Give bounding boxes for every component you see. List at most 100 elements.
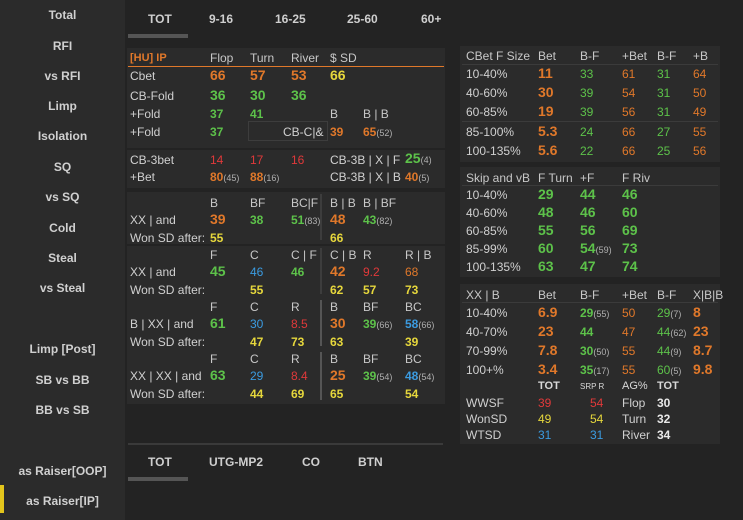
cbfs-r2-pb: 49 (693, 105, 707, 119)
s1-w3: 66 (330, 231, 344, 245)
cbfs-r0-bf2: 31 (657, 67, 671, 81)
cbet-turn: 57 (250, 67, 266, 83)
cb3bet-flop: 14 (210, 153, 224, 167)
cb3bet-turn: 17 (250, 153, 264, 167)
sidebar-item-sb-vs-bb[interactable]: SB vs BB (35, 373, 90, 387)
sidebar-item-vs-rfi[interactable]: vs RFI (44, 69, 81, 83)
ag-flop-label: Flop (622, 396, 646, 410)
skip-h2: +F (580, 171, 595, 185)
s1-h3: B | B (330, 196, 356, 210)
s1-l1: XX | and (130, 213, 176, 227)
s2-v1: 46 (250, 265, 264, 279)
xxb-r1-xbb: 23 (693, 323, 709, 339)
cbfs-h2: B-F (580, 49, 600, 63)
tab-9-16[interactable]: 9-16 (209, 12, 234, 26)
s3-h0: F (210, 300, 218, 314)
s4-v4: 39(54) (363, 369, 393, 383)
cb3bet-river: 16 (291, 153, 305, 167)
xxb-h1: Bet (538, 288, 557, 302)
s2-w1: 55 (250, 283, 264, 297)
cbfs-r4-bf: 22 (580, 144, 594, 158)
tab-16-25[interactable]: 16-25 (275, 12, 306, 26)
pos-tab-utg-mp2[interactable]: UTG-MP2 (209, 455, 263, 469)
cbfold-flop: 36 (210, 87, 226, 103)
s2-h3: C | B (330, 248, 357, 262)
sidebar-item-limp-post[interactable]: Limp [Post] (29, 342, 96, 356)
bottom-tab-active-underline (128, 477, 188, 481)
cbfs-h1: Bet (538, 49, 557, 63)
cbet-label: Cbet (130, 69, 156, 83)
tab-60plus[interactable]: 60+ (421, 12, 442, 26)
s4-v5: 48(54) (405, 369, 435, 383)
xxb-h2: B-F (580, 288, 600, 302)
xxb-r1-bet: 23 (538, 323, 554, 339)
sidebar-item-bb-vs-sb[interactable]: BB vs SB (35, 403, 90, 417)
sidebar-item-as-raiser-oop[interactable]: as Raiser[OOP] (18, 464, 107, 478)
xxb-r2-pbet: 55 (622, 344, 636, 358)
pos-tab-tot[interactable]: TOT (148, 455, 172, 469)
wonsd-v2: 54 (590, 412, 604, 426)
skip-r0-v2: 44 (580, 186, 596, 202)
s1-v1: 38 (250, 213, 264, 227)
sidebar-item-total[interactable]: Total (48, 8, 77, 22)
sidebar-item-vs-steal[interactable]: vs Steal (39, 281, 86, 295)
cb3bxb-label: CB-3B | X | B (330, 170, 401, 184)
skip-r4-label: 100-135% (466, 260, 521, 274)
sidebar-item-as-raiser-ip[interactable]: as Raiser[IP] (0, 485, 125, 513)
pos-tab-co[interactable]: CO (302, 455, 320, 469)
s3-w1: 47 (250, 335, 264, 349)
hdr-sd: $ SD (330, 51, 357, 65)
s3-w5: 39 (405, 335, 419, 349)
skip-r2-v2: 56 (580, 222, 596, 238)
s3-l2: Won SD after: (130, 335, 206, 349)
sum-h1: SRP R (580, 382, 605, 391)
s4-w5: 54 (405, 387, 419, 401)
xxb-r1-bf: 44 (580, 325, 594, 339)
skip-h3: F Riv (622, 171, 650, 185)
s3-w2: 73 (291, 335, 305, 349)
sidebar-item-cold[interactable]: Cold (49, 221, 76, 235)
s2-v0: 45 (210, 263, 226, 279)
sidebar-item-steal[interactable]: Steal (48, 251, 77, 265)
sidebar-item-vs-sq[interactable]: vs SQ (45, 190, 80, 204)
skip-r4-v1: 63 (538, 258, 554, 274)
ag-flop-value: 30 (657, 396, 671, 410)
xxb-r2-label: 70-99% (466, 344, 508, 358)
s4-l1: XX | XX | and (130, 369, 202, 383)
cbfs-r0-bf: 33 (580, 67, 594, 81)
wtsd-v2: 31 (590, 428, 604, 442)
hdr-flop: Flop (210, 51, 234, 65)
skip-r1-label: 40-60% (466, 206, 508, 220)
sidebar-item-sq[interactable]: SQ (53, 160, 72, 174)
pfold2-label: +Fold (130, 125, 161, 139)
xxb-r1-label: 40-70% (466, 325, 508, 339)
pos-tab-btn[interactable]: BTN (358, 455, 383, 469)
wwsf-label: WWSF (466, 396, 504, 410)
skip-r1-v1: 48 (538, 204, 554, 220)
hu-ip-label: [HU] IP (130, 52, 167, 64)
cbfold-label: CB-Fold (130, 89, 175, 103)
cbfs-r0-pbet: 61 (622, 67, 636, 81)
tab-tot[interactable]: TOT (148, 12, 172, 26)
xxb-r3-xbb: 9.8 (693, 361, 713, 377)
cbfs-r4-label: 100-135% (466, 144, 521, 158)
skip-r2-label: 60-85% (466, 224, 508, 238)
cbfs-r2-bf2: 31 (657, 105, 671, 119)
s3-v2: 8.5 (291, 317, 308, 331)
s2-l1: XX | and (130, 265, 176, 279)
s2-w3: 62 (330, 283, 344, 297)
s4-w2: 69 (291, 387, 305, 401)
cbfs-r2-label: 60-85% (466, 105, 508, 119)
s3-v4: 39(66) (363, 317, 393, 331)
s4-h0: F (210, 352, 218, 366)
cbet-river: 53 (291, 67, 307, 83)
sidebar-item-isolation[interactable]: Isolation (37, 129, 88, 143)
cbc-bb: 65(52) (363, 125, 393, 139)
tab-25-60[interactable]: 25-60 (347, 12, 378, 26)
ag-turn-value: 32 (657, 412, 671, 426)
sidebar-item-rfi[interactable]: RFI (52, 39, 73, 53)
sidebar-item-limp[interactable]: Limp (48, 99, 77, 113)
s2-v4: 9.2 (363, 265, 380, 279)
s1-v0: 39 (210, 211, 226, 227)
cb3bxf-value: 25(4) (405, 150, 432, 166)
